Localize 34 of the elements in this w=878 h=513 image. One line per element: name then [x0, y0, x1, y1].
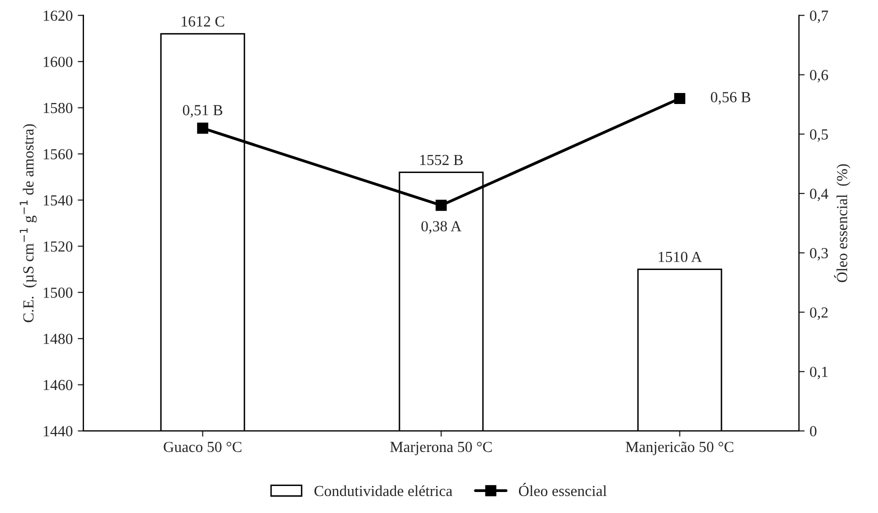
data-label: 0,51 B: [182, 105, 222, 118]
y2-tick-label: 0,6: [810, 70, 828, 82]
y2-tick-label: 0,4: [810, 188, 828, 202]
y-tick-label: 1440: [44, 426, 72, 436]
y-tick-label: 1520: [44, 241, 72, 252]
point: [436, 200, 447, 211]
point: [197, 122, 208, 134]
y2-axis-title: Óleo essencial (%): [834, 164, 850, 282]
x-tick-label: Manjericão 50 °C: [626, 442, 734, 456]
y-tick-label: 1600: [44, 56, 72, 68]
y2-tick-label: 0,5: [810, 129, 828, 142]
y-axis-title: C.E. (µS cm$^{−1}$ g$^{−1}$ de amostra): [20, 124, 37, 322]
y-tick-label: 1620: [44, 10, 72, 21]
legend-label: Óleo essencial: [518, 482, 607, 496]
data-label: 1510 A: [658, 252, 702, 262]
point: [674, 92, 686, 104]
y-tick-label: 1540: [44, 195, 72, 206]
y-tick-label: 1480: [44, 334, 72, 344]
data-label: 1612 C: [182, 16, 224, 27]
x-tick-label: Guaco 50 °C: [164, 442, 242, 452]
y-tick-label: 1460: [44, 380, 72, 390]
x-tick-label: Marjerona 50 °C: [390, 442, 492, 456]
y2-tick-label: 0,3: [810, 248, 828, 260]
y2-tick-label: 0,2: [810, 307, 828, 320]
legend-label: Condutividade elétrica: [314, 485, 452, 496]
data-label: 0,56 B: [710, 92, 750, 105]
y-tick-label: 1500: [44, 288, 72, 298]
data-label: 1552 B: [420, 154, 463, 166]
y2-tick-label: 0,7: [810, 10, 828, 24]
y-tick-label: 1560: [44, 149, 72, 160]
y-tick-label: 1580: [44, 102, 72, 114]
data-label: 0,38 A: [421, 221, 462, 234]
y2-tick-label: 0: [810, 426, 816, 436]
y2-tick-label: 0,1: [810, 366, 828, 380]
